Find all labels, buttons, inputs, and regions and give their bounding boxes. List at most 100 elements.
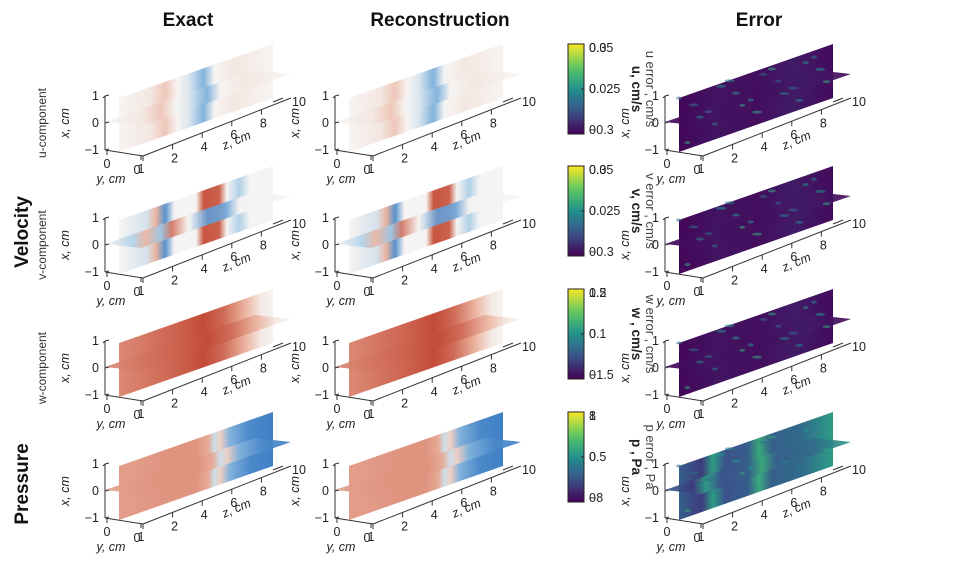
error-speckle — [739, 471, 746, 475]
z-axis-line — [702, 219, 852, 279]
z-tick-label: 4 — [201, 385, 208, 399]
z-tick-label: 6 — [460, 373, 467, 387]
z-tick-label: 2 — [731, 396, 738, 410]
y-tick-label: 1 — [138, 284, 145, 298]
error-speckle — [711, 490, 718, 494]
y-axis-label: y, cm — [96, 417, 126, 431]
x-tick-label: −1 — [645, 265, 659, 279]
x-tick — [334, 216, 340, 219]
y-axis-line — [664, 271, 704, 279]
back-edge — [102, 463, 106, 467]
group-label-pressure: Pressure — [12, 443, 33, 524]
colorbar-label: p error , Pa — [643, 424, 658, 490]
y-axis-line — [104, 271, 144, 279]
error-speckle — [711, 367, 718, 371]
x-axis-label: x, cm — [58, 353, 72, 384]
error-speckle — [775, 447, 782, 451]
error-speckle — [815, 435, 826, 439]
z-axis-line — [702, 465, 852, 525]
z-far-tick — [502, 465, 514, 471]
error-speckle — [688, 348, 699, 352]
error-speckle — [716, 84, 727, 88]
z-far-tick-label: 10 — [852, 463, 866, 477]
z-tick-label: 8 — [260, 362, 267, 376]
x-tick-label: 1 — [92, 211, 99, 225]
x-tick-label: −1 — [85, 511, 99, 525]
x-tick — [664, 339, 670, 342]
x-tick — [664, 366, 670, 369]
back-edge — [662, 95, 666, 99]
y-axis-line — [664, 394, 704, 402]
z-tick-label: 8 — [260, 117, 267, 131]
z-tick-label: 0 — [134, 285, 141, 299]
x-tick-label: 0 — [322, 361, 329, 375]
z-axis-line — [702, 342, 852, 402]
colorbar-p-error: 10.50p error , Pa — [567, 409, 658, 505]
y-axis-label: y, cm — [326, 294, 356, 308]
x-tick-label: −1 — [645, 388, 659, 402]
x-axis-label: x, cm — [618, 353, 632, 384]
horizontal-plane — [335, 315, 521, 371]
error-speckle — [696, 237, 705, 241]
colorbar-tick-label: 0.025 — [589, 204, 620, 218]
z-tick-label: 2 — [731, 519, 738, 533]
x-tick — [104, 94, 110, 97]
column-title-exact: Exact — [163, 10, 214, 31]
y-axis-label: y, cm — [656, 172, 686, 186]
y-axis-label: y, cm — [96, 294, 126, 308]
error-speckle — [739, 103, 746, 107]
z-tick-label: 4 — [431, 385, 438, 399]
error-speckle — [822, 325, 831, 329]
x-tick-label: 0 — [322, 238, 329, 252]
z-tick-label: 6 — [790, 373, 797, 387]
error-speckle — [752, 110, 763, 114]
y-axis-line — [334, 271, 374, 279]
x-axis-label: x, cm — [288, 353, 302, 384]
x-tick-label: −1 — [315, 265, 329, 279]
z-tick-label: 4 — [761, 385, 768, 399]
z-far-tick-label: 10 — [292, 340, 306, 354]
x-tick-label: −1 — [85, 265, 99, 279]
x-axis-label: x, cm — [618, 230, 632, 261]
x-tick — [334, 366, 340, 369]
column-title-error: Error — [736, 10, 783, 31]
error-speckle — [704, 355, 713, 359]
horizontal-plane — [335, 70, 521, 126]
error-speckle — [739, 348, 746, 352]
back-edge — [332, 463, 336, 467]
z-tick-label: 8 — [490, 239, 497, 253]
error-speckle — [747, 98, 754, 102]
colorbar-tick-label: 0.2 — [589, 286, 606, 300]
error-speckle — [724, 201, 735, 205]
z-tick-label: 6 — [230, 373, 237, 387]
error-speckle — [759, 194, 768, 198]
z-tick-label: 0 — [364, 285, 371, 299]
z-far-tick-label: 10 — [292, 217, 306, 231]
x-tick — [664, 462, 670, 465]
error-speckle — [759, 440, 768, 444]
z-tick-label: 4 — [761, 508, 768, 522]
error-speckle — [731, 213, 740, 217]
y-axis-label: y, cm — [656, 294, 686, 308]
z-tick-label: 2 — [401, 519, 408, 533]
error-speckle — [811, 423, 818, 427]
error-speckle — [802, 306, 809, 310]
z-far-tick-label: 10 — [852, 340, 866, 354]
colorbar-tick-label: 0 — [589, 82, 596, 96]
z-far-tick — [502, 342, 514, 348]
y-tick-label: 0 — [664, 525, 671, 539]
y-axis-label: y, cm — [326, 172, 356, 186]
colorbar-tick-label: 1.5 — [589, 286, 606, 300]
colorbar-tick-label: −8 — [589, 491, 603, 505]
back-edge — [662, 217, 666, 221]
x-tick-label: 1 — [92, 457, 99, 471]
error-speckle — [802, 183, 809, 187]
y-axis-label: y, cm — [656, 540, 686, 554]
error-speckle — [787, 86, 798, 90]
error-speckle — [696, 360, 705, 364]
y-axis-line — [104, 517, 144, 525]
horizontal-plane — [335, 438, 521, 494]
